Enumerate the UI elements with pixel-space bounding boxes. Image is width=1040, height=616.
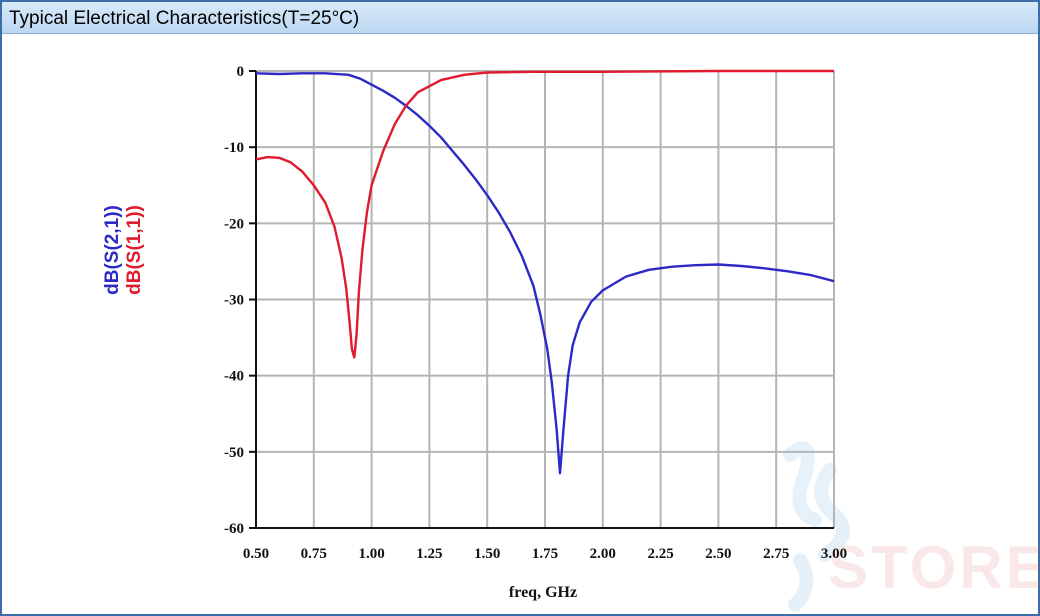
plot-grid [255,70,835,529]
series-line-s21 [255,72,835,475]
x-tick-label: 2.50 [705,546,731,562]
y-tick-label: -30 [224,293,244,309]
x-tick-label: 2.75 [763,546,789,562]
x-tick-label: 1.00 [358,546,384,562]
x-tick-label: 0.50 [243,546,269,562]
y-tick-label: -20 [224,216,244,232]
y-tick-label: 0 [237,64,245,80]
plot-axes: 0.50 0.75 1.00 1.25 1.50 1.75 2.00 2.25 2.50 2.75… [224,64,847,562]
watermark-text: STORE [828,534,1040,601]
y-axis-label-s11: dB(S(1,1)) [124,205,145,295]
y-tick-label: -60 [224,521,244,537]
x-tick-label: 1.25 [416,546,442,562]
y-tick-label: -50 [224,445,244,461]
y-tick-label: -10 [224,140,244,156]
axis-labels: freq, GHz dB(S(2,1)) dB(S(1,1)) [102,205,577,601]
panel-title: Typical Electrical Characteristics(T=25°… [9,8,360,29]
x-tick-label: 3.00 [821,546,847,562]
x-tick-label: 1.50 [474,546,500,562]
panel-header: Typical Electrical Characteristics(T=25°… [2,2,1038,34]
watermark: STORE [783,441,1040,612]
x-tick-label: 2.25 [647,546,673,562]
y-axis-label-s21: dB(S(2,1)) [102,205,123,295]
x-tick-label: 2.00 [590,546,616,562]
series-line-s11 [255,69,834,359]
x-tick-label: 0.75 [301,546,327,562]
x-axis-label: freq, GHz [509,584,577,601]
y-tick-label: -40 [224,369,244,385]
plot-series [255,69,835,475]
x-tick-label: 1.75 [532,546,558,562]
